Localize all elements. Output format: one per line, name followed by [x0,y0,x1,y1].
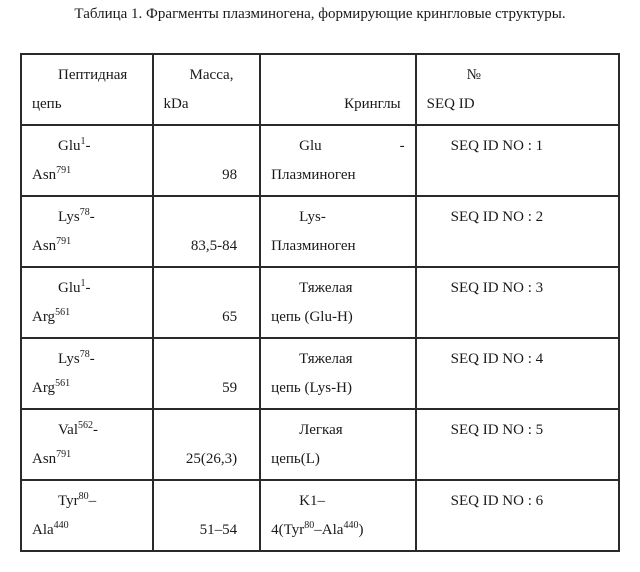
kringl-name: Плазминоген [271,161,404,190]
table-row: Glu1-Asn79198Glu-ПлазминогенSEQ ID NO : … [21,125,619,196]
kringl-name: цепь(L) [271,445,404,474]
cell-seq-id: SEQ ID NO : 1 [416,125,619,196]
kringl-name: Glu- [271,132,404,161]
cell-mass: 59 [153,338,261,409]
cell-kringl: Lys-Плазминоген [260,196,415,267]
mass-value: 59 [164,345,250,402]
col-header-chain: Пептидная цепь [21,54,153,125]
plasminogen-table: Пептидная цепь Масса, kDa Кринглы № SEQ … [20,53,620,552]
kringl-name: Легкая [271,416,404,445]
kringl-name: Плазминоген [271,232,404,261]
seq-id-value: SEQ ID NO : 4 [427,345,608,374]
table-header-row: Пептидная цепь Масса, kDa Кринглы № SEQ … [21,54,619,125]
kringl-name: Тяжелая [271,274,404,303]
cell-mass: 65 [153,267,261,338]
seq-id-value: SEQ ID NO : 1 [427,132,608,161]
chain-fragment: Asn791 [32,161,142,190]
chain-fragment: Arg561 [32,303,142,332]
mass-value: 25(26,3) [164,416,250,473]
cell-peptide-chain: Val562-Asn791 [21,409,153,480]
chain-fragment: Tyr80– [32,487,142,516]
chain-fragment: Ala440 [32,516,142,545]
cell-peptide-chain: Glu1-Asn791 [21,125,153,196]
seq-id-value: SEQ ID NO : 3 [427,274,608,303]
header-text: kDa [164,90,250,119]
col-header-mass: Масса, kDa [153,54,261,125]
table-row: Val562-Asn79125(26,3)Легкаяцепь(L)SEQ ID… [21,409,619,480]
cell-seq-id: SEQ ID NO : 6 [416,480,619,551]
cell-kringl: Тяжелаяцепь (Lys-H) [260,338,415,409]
kringl-name: 4(Tyr80–Ala440) [271,516,404,545]
table-caption: Таблица 1. Фрагменты плазминогена, форми… [20,6,620,23]
header-text: № [427,61,608,90]
seq-id-value: SEQ ID NO : 6 [427,487,608,516]
mass-value: 51–54 [164,487,250,544]
chain-fragment: Arg561 [32,374,142,403]
chain-fragment: Glu1- [32,132,142,161]
cell-kringl: Glu-Плазминоген [260,125,415,196]
col-header-kringl: Кринглы [260,54,415,125]
header-text: SEQ ID [427,90,608,119]
cell-mass: 83,5-84 [153,196,261,267]
header-text: Пептидная [32,61,142,90]
cell-seq-id: SEQ ID NO : 4 [416,338,619,409]
table-row: Lys78-Arg56159Тяжелаяцепь (Lys-H)SEQ ID … [21,338,619,409]
kringl-name: Тяжелая [271,345,404,374]
mass-value: 98 [164,132,250,189]
seq-id-value: SEQ ID NO : 5 [427,416,608,445]
cell-peptide-chain: Lys78-Arg561 [21,338,153,409]
kringl-name: K1– [271,487,404,516]
seq-id-value: SEQ ID NO : 2 [427,203,608,232]
cell-seq-id: SEQ ID NO : 3 [416,267,619,338]
kringl-name: Lys- [271,203,404,232]
chain-fragment: Lys78- [32,203,142,232]
cell-seq-id: SEQ ID NO : 2 [416,196,619,267]
cell-mass: 98 [153,125,261,196]
mass-value: 83,5-84 [164,203,250,260]
cell-kringl: K1–4(Tyr80–Ala440) [260,480,415,551]
chain-fragment: Lys78- [32,345,142,374]
kringl-name: цепь (Lys-H) [271,374,404,403]
cell-kringl: Тяжелаяцепь (Glu-H) [260,267,415,338]
cell-peptide-chain: Lys78-Asn791 [21,196,153,267]
cell-mass: 25(26,3) [153,409,261,480]
cell-peptide-chain: Glu1-Arg561 [21,267,153,338]
chain-fragment: Val562- [32,416,142,445]
cell-mass: 51–54 [153,480,261,551]
kringl-name: цепь (Glu-H) [271,303,404,332]
header-text: Кринглы [271,90,404,119]
cell-kringl: Легкаяцепь(L) [260,409,415,480]
table-row: Glu1-Arg56165Тяжелаяцепь (Glu-H)SEQ ID N… [21,267,619,338]
chain-fragment: Asn791 [32,232,142,261]
cell-peptide-chain: Tyr80–Ala440 [21,480,153,551]
chain-fragment: Asn791 [32,445,142,474]
table-row: Tyr80–Ala44051–54K1–4(Tyr80–Ala440)SEQ I… [21,480,619,551]
chain-fragment: Glu1- [32,274,142,303]
mass-value: 65 [164,274,250,331]
header-text: Масса, [164,61,250,90]
col-header-seq: № SEQ ID [416,54,619,125]
cell-seq-id: SEQ ID NO : 5 [416,409,619,480]
header-text: цепь [32,90,142,119]
table-row: Lys78-Asn79183,5-84Lys-ПлазминогенSEQ ID… [21,196,619,267]
